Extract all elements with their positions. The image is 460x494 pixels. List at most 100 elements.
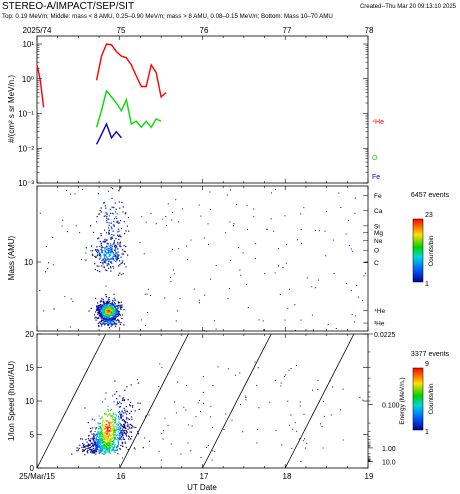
mass-point [96, 305, 98, 307]
mass-point [110, 243, 112, 245]
mass-point [110, 187, 112, 188]
speed-point [119, 406, 121, 408]
mass-point [122, 273, 124, 275]
speed-point [101, 425, 103, 427]
speed-point [106, 442, 108, 444]
mass-point [96, 307, 98, 310]
speed-point [122, 438, 124, 440]
mass-point [104, 238, 106, 240]
mass-point [106, 313, 108, 315]
mass-point [120, 256, 122, 258]
mass-point [116, 315, 118, 317]
mass-point [112, 309, 114, 311]
mass-point [113, 224, 115, 226]
speed-point [108, 424, 110, 426]
mass-point [108, 305, 110, 307]
speed-point [123, 407, 125, 409]
mass-point [119, 244, 121, 246]
top-axis-tick-76: 76 [200, 26, 209, 35]
mass-point [80, 259, 82, 261]
mass-point [150, 295, 152, 296]
speed-point [106, 432, 108, 434]
mass-point [105, 302, 107, 304]
speed-point [115, 426, 117, 428]
speed-point [112, 434, 115, 436]
mass-point [312, 329, 314, 331]
mass-point [356, 285, 358, 286]
mass-point [101, 259, 104, 261]
mass-point [155, 223, 157, 225]
speed-point [104, 421, 106, 423]
speed-point [97, 428, 100, 430]
mass-point [109, 310, 111, 312]
dispersion-guide-line [36, 333, 107, 469]
speed-point [124, 430, 126, 432]
mass-point [105, 232, 108, 234]
speed-colorbar [412, 367, 424, 431]
mass-point [327, 324, 329, 326]
mass-point [102, 246, 104, 249]
speed-point [116, 428, 118, 431]
mass-point [105, 294, 107, 296]
speed-point [124, 427, 126, 429]
speed-point [291, 448, 293, 450]
speed-point [136, 431, 138, 433]
speed-point [120, 444, 122, 446]
mass-point [355, 315, 357, 317]
mass-point [104, 307, 106, 310]
speed-point [103, 428, 105, 431]
speed-point [93, 443, 95, 445]
speed-point [103, 436, 105, 438]
speed-point [101, 401, 104, 403]
speed-point [123, 400, 126, 402]
mass-point [124, 233, 126, 235]
mass-point [357, 296, 359, 298]
mass-point [119, 207, 121, 209]
speed-point [103, 446, 105, 448]
mass-point [108, 297, 110, 299]
speed-point [117, 445, 119, 447]
speed-point [127, 435, 130, 437]
speed-point [110, 415, 113, 417]
mass-point [118, 313, 121, 315]
speed-point [102, 419, 104, 422]
mass-point [118, 304, 120, 306]
mass-point [300, 319, 302, 321]
mass-point [95, 311, 97, 313]
speed-point [96, 448, 98, 450]
mass-point [120, 305, 122, 307]
mass-point [113, 312, 115, 314]
speed-point [114, 433, 116, 436]
mass-point [103, 266, 105, 269]
speed-point [109, 431, 111, 433]
speed-point [119, 423, 121, 425]
mass-point [116, 311, 118, 313]
speed-point [212, 450, 214, 452]
speed-point [132, 405, 134, 407]
mass-point [118, 254, 120, 256]
speed-point [112, 443, 115, 445]
mass-point [108, 318, 110, 320]
mass-point [114, 307, 116, 309]
mass-point [277, 248, 279, 250]
speed-point [85, 439, 87, 441]
mass-point [104, 314, 106, 316]
mass-point [99, 301, 101, 303]
mass-point [121, 253, 123, 255]
mass-point [123, 221, 125, 223]
mass-point [116, 258, 118, 260]
mass-point [121, 304, 123, 306]
speed-point [112, 431, 114, 433]
speed-point [105, 442, 107, 444]
speed-point [117, 424, 120, 426]
mass-point [94, 263, 96, 265]
mass-point [107, 324, 110, 326]
mass-point [113, 302, 115, 304]
mass-point [113, 314, 115, 316]
speed-point [100, 434, 102, 436]
mass-point [103, 259, 105, 261]
speed-point [124, 431, 126, 434]
mass-point [119, 241, 121, 243]
mass-point [162, 218, 164, 220]
